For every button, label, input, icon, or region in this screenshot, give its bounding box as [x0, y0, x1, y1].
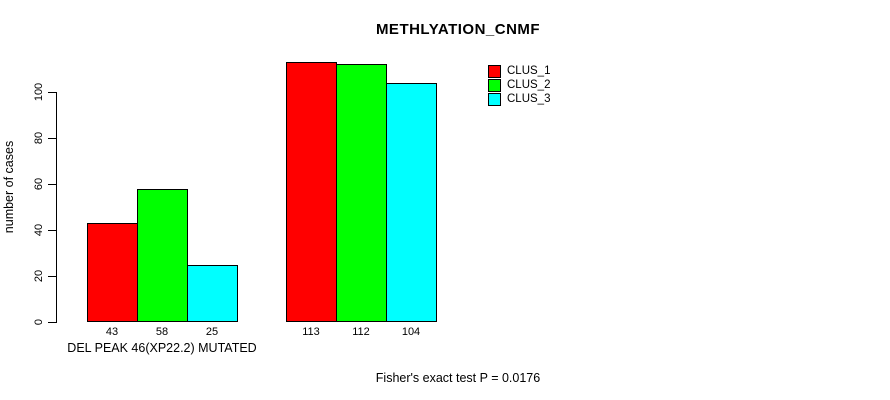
chart-title: METHLYATION_CNMF	[375, 21, 541, 38]
bar-value-label: 58	[155, 326, 169, 338]
y-axis-tick	[48, 137, 56, 139]
y-tick-label: 80	[33, 131, 45, 145]
bar-value-label: 104	[401, 326, 421, 338]
y-axis-tick	[48, 91, 56, 93]
y-axis-tick	[48, 275, 56, 277]
bar-clus_3-group1	[187, 265, 238, 322]
bar-value-label: 25	[205, 326, 219, 338]
legend-item-clus3: CLUS_3	[488, 92, 550, 106]
legend-item-clus2: CLUS_2	[488, 78, 550, 92]
bar-clus_1-group1	[87, 223, 138, 322]
legend-swatch-clus3	[488, 92, 501, 106]
annotation-fisher-test: Fisher's exact test P = 0.0176	[375, 371, 541, 385]
bar-clus_2-group1	[137, 189, 188, 322]
y-tick-label: 40	[33, 223, 45, 237]
legend: CLUS_1 CLUS_2 CLUS_3	[488, 64, 550, 106]
bar-clus_3-group2	[386, 83, 437, 322]
legend-label-clus1: CLUS_1	[507, 65, 551, 77]
y-tick-label: 0	[33, 318, 45, 326]
y-axis-tick	[48, 321, 56, 323]
legend-swatch-clus2	[488, 78, 501, 92]
bar-value-label: 43	[105, 326, 119, 338]
bar-clus_1-group2	[286, 62, 337, 322]
bar-value-label: 112	[352, 326, 370, 338]
y-axis-line	[56, 92, 57, 323]
bar-value-label: 113	[302, 326, 320, 338]
x-group-label: DEL PEAK 46(XP22.2) MUTATED	[67, 341, 257, 355]
y-axis-tick	[48, 229, 56, 231]
bar-clus_2-group2	[336, 64, 387, 322]
legend-item-clus1: CLUS_1	[488, 64, 550, 78]
y-tick-label: 20	[33, 269, 45, 283]
legend-label-clus2: CLUS_2	[507, 79, 551, 91]
legend-label-clus3: CLUS_3	[507, 93, 551, 105]
y-tick-label: 60	[33, 177, 45, 191]
legend-swatch-clus1	[488, 64, 501, 78]
y-axis-tick	[48, 183, 56, 185]
y-tick-label: 100	[33, 82, 45, 102]
